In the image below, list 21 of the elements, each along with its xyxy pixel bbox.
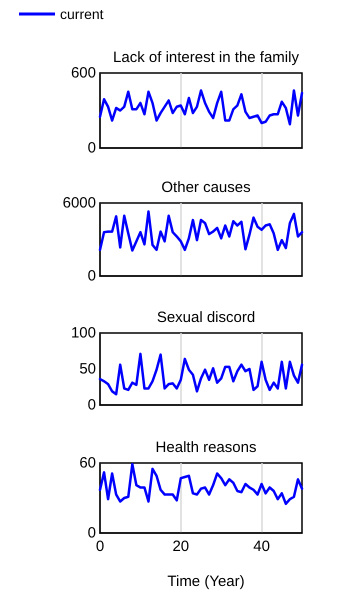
- x-tick-label: 20: [172, 538, 190, 555]
- y-tick-label: 60: [79, 454, 96, 472]
- y-tick-label: 100: [70, 324, 96, 342]
- y-tick-label: 600: [70, 64, 96, 82]
- x-axis-title: Time (Year): [167, 573, 245, 590]
- chart-title: Other causes: [161, 179, 251, 196]
- line-series: [98, 462, 304, 506]
- legend-label: current: [60, 6, 104, 22]
- y-tick-label: 6000: [62, 194, 96, 212]
- line-series: [98, 210, 304, 252]
- x-tick-label: 40: [253, 538, 270, 555]
- chart-title: Lack of interest in the family: [113, 49, 300, 66]
- y-tick-label: 0: [88, 268, 96, 284]
- y-tick-label: 0: [88, 140, 96, 156]
- y-tick-label: 0: [88, 524, 96, 542]
- line-series: [98, 89, 304, 126]
- chart-title: Health reasons: [156, 439, 256, 456]
- y-tick-label: 0: [88, 396, 96, 414]
- line-series: [98, 352, 304, 396]
- y-tick-label: 50: [79, 360, 96, 378]
- chart-title: Sexual discord: [156, 309, 256, 326]
